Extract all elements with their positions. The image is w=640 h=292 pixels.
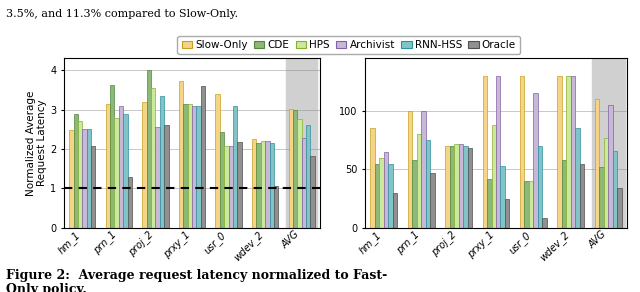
Bar — [260, 141, 265, 228]
Bar — [164, 125, 168, 228]
Bar — [566, 76, 571, 228]
Bar — [426, 140, 430, 228]
Legend: Slow-Only, CDE, HPS, Archivist, RNN-HSS, Oracle: Slow-Only, CDE, HPS, Archivist, RNN-HSS,… — [177, 36, 520, 54]
Y-axis label: Normalized Average
Request Latency: Normalized Average Request Latency — [26, 91, 47, 196]
Text: 3.5%, and 11.3% compared to Slow-Only.: 3.5%, and 11.3% compared to Slow-Only. — [6, 9, 239, 19]
Bar — [487, 179, 492, 228]
Bar — [408, 111, 412, 228]
Bar — [142, 102, 147, 228]
Text: Figure 2:  Average request latency normalized to Fast-: Figure 2: Average request latency normal… — [6, 269, 388, 282]
Bar — [160, 96, 164, 228]
Bar — [562, 160, 566, 228]
Bar — [557, 76, 562, 228]
Bar — [600, 167, 604, 228]
Bar — [306, 125, 310, 228]
Bar — [127, 177, 132, 228]
Bar — [151, 88, 156, 228]
Bar — [609, 105, 613, 228]
Bar — [147, 70, 151, 228]
Bar — [449, 146, 454, 228]
Bar — [534, 93, 538, 228]
Bar — [188, 104, 192, 228]
Bar — [525, 181, 529, 228]
Bar — [520, 76, 525, 228]
Bar — [370, 128, 374, 228]
Bar — [192, 107, 196, 228]
Bar — [289, 109, 293, 228]
Bar — [580, 164, 584, 228]
Bar — [115, 118, 119, 228]
Bar — [483, 76, 487, 228]
Bar — [467, 148, 472, 228]
Bar — [571, 76, 575, 228]
Bar — [91, 146, 95, 228]
Bar — [593, 58, 625, 228]
Bar — [595, 99, 600, 228]
Bar — [201, 86, 205, 228]
Bar — [124, 114, 127, 228]
Bar — [430, 173, 435, 228]
Bar — [412, 160, 417, 228]
Bar — [379, 158, 383, 228]
Bar — [500, 166, 505, 228]
Bar — [458, 144, 463, 228]
Bar — [421, 111, 426, 228]
Bar — [417, 134, 421, 228]
Bar — [156, 127, 160, 228]
Bar — [252, 139, 257, 228]
Bar — [388, 164, 392, 228]
Bar — [492, 125, 496, 228]
Bar — [237, 142, 242, 228]
Bar — [106, 104, 110, 228]
Bar — [298, 119, 301, 228]
Bar — [265, 141, 269, 228]
Bar — [269, 143, 274, 228]
Bar — [445, 146, 449, 228]
Bar — [274, 186, 278, 228]
Bar — [74, 114, 78, 228]
Bar — [575, 128, 580, 228]
Bar — [604, 138, 609, 228]
Bar — [454, 144, 458, 228]
Bar — [301, 138, 306, 228]
Bar — [538, 146, 543, 228]
Bar — [374, 164, 379, 228]
Bar — [216, 94, 220, 228]
Bar — [179, 81, 183, 228]
Bar — [86, 128, 91, 228]
Bar — [228, 146, 233, 228]
Bar — [83, 129, 86, 228]
Bar — [78, 121, 83, 228]
Bar — [463, 146, 467, 228]
Bar — [233, 107, 237, 228]
Bar — [69, 130, 74, 228]
Bar — [257, 143, 260, 228]
Bar — [286, 58, 317, 228]
Bar — [505, 199, 509, 228]
Bar — [293, 110, 298, 228]
Bar — [220, 133, 224, 228]
Text: Only policy.: Only policy. — [6, 283, 87, 292]
Bar — [196, 107, 201, 228]
Bar — [383, 152, 388, 228]
Bar — [618, 188, 622, 228]
Bar — [224, 146, 228, 228]
Bar — [529, 181, 534, 228]
Bar — [119, 106, 124, 228]
Bar — [310, 156, 315, 228]
Bar — [613, 151, 618, 228]
Bar — [496, 76, 500, 228]
Bar — [110, 85, 115, 228]
Bar — [543, 218, 547, 228]
Bar — [183, 104, 188, 228]
Bar — [392, 193, 397, 228]
